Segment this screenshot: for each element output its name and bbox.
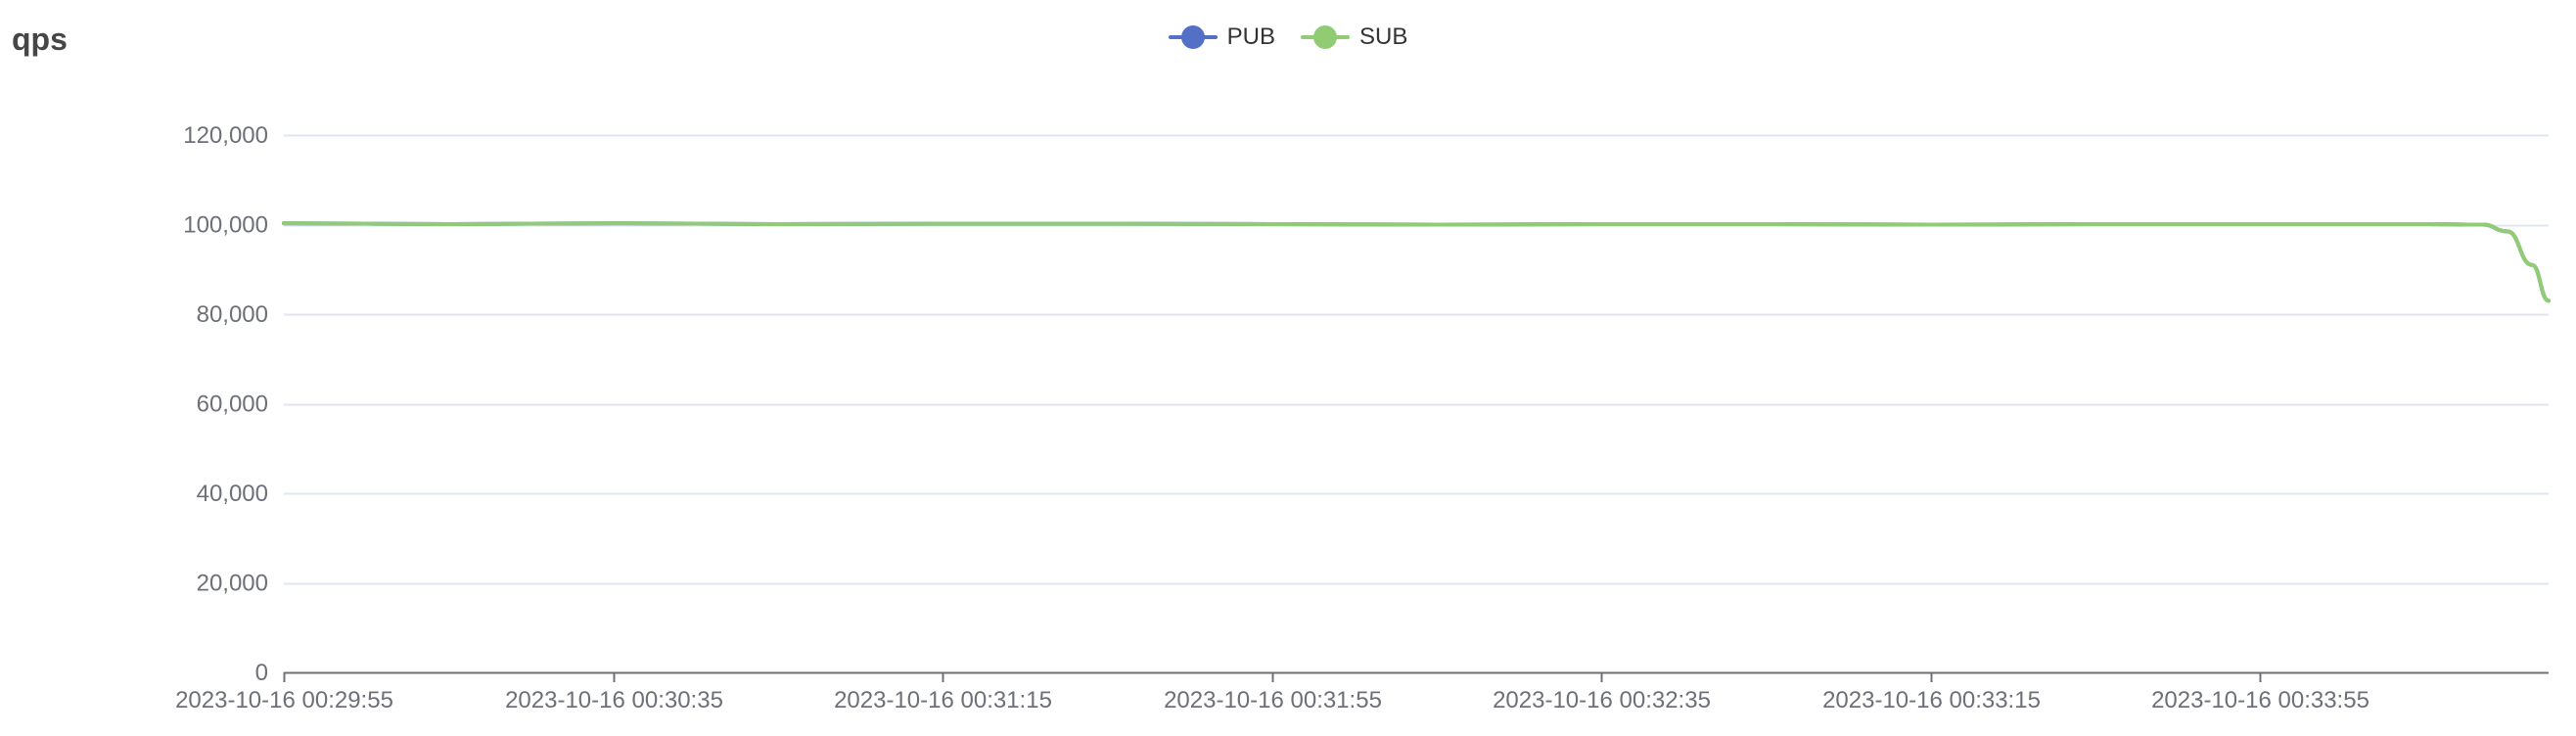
y-tick-label: 40,000	[197, 481, 268, 507]
y-tick-label: 80,000	[197, 301, 268, 328]
grid-lines	[284, 134, 2549, 585]
x-tick-label: 2023-10-16 00:29:55	[175, 687, 393, 713]
x-tick-label: 2023-10-16 00:31:15	[834, 687, 1052, 713]
legend-item-pub[interactable]: PUB	[1168, 23, 1275, 51]
sub-series-swatch-icon	[1301, 24, 1350, 50]
axes: 0 20,000 40,000 60,000 80,000 100,000 120,000 2…	[175, 122, 2549, 713]
x-tick-label: 2023-10-16 00:31:55	[1164, 687, 1382, 713]
series-lines	[282, 221, 2551, 303]
legend-item-sub[interactable]: SUB	[1301, 23, 1407, 51]
y-tick-label: 120,000	[183, 122, 268, 149]
series-line-pub	[282, 221, 2551, 303]
pub-swatch-dot	[1180, 25, 1205, 49]
legend-label-sub: SUB	[1359, 23, 1408, 50]
x-tick-label: 2023-10-16 00:30:35	[505, 687, 723, 713]
y-tick-label: 60,000	[197, 391, 268, 418]
legend-label-pub: PUB	[1226, 23, 1275, 50]
x-tick-label: 2023-10-16 00:33:15	[1822, 687, 2041, 713]
y-tick-label: 20,000	[197, 571, 268, 597]
x-tick-label: 2023-10-16 00:33:55	[2151, 687, 2369, 713]
chart-legend: PUB SUB	[0, 20, 2576, 55]
x-tick-label: 2023-10-16 00:32:35	[1493, 687, 1711, 713]
sub-swatch-dot	[1313, 25, 1337, 49]
chart-title: qps	[12, 22, 68, 57]
y-tick-label: 100,000	[183, 212, 268, 239]
y-tick-label: 0	[255, 660, 268, 686]
series-line-sub	[282, 221, 2551, 303]
pub-series-swatch-icon	[1168, 24, 1218, 50]
